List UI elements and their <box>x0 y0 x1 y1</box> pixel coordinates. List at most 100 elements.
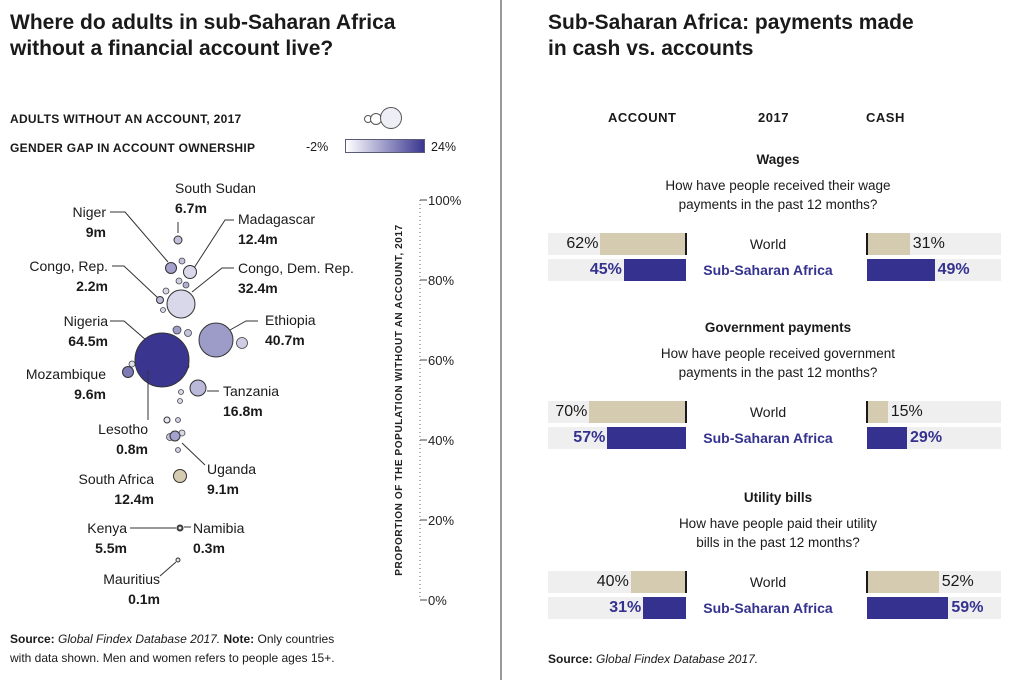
country-value-kenya: 5.5m <box>95 540 127 556</box>
country-name-namibia: Namibia <box>193 520 245 536</box>
gap-legend-gradient <box>345 139 425 153</box>
section-0-row-world-account-tick <box>685 233 687 255</box>
country-value-nigeria: 64.5m <box>68 333 108 349</box>
bubble-madagascar <box>183 265 197 279</box>
country-value-congo-dem-rep: 32.4m <box>238 280 278 296</box>
section-0-row-world-label: World <box>749 236 787 252</box>
bubble-chart-title-line2: without a financial account live? <box>10 37 334 60</box>
section-0-title: Wages <box>756 152 800 167</box>
section-1-row-world-account-bar <box>589 401 686 423</box>
country-name-mauritius: Mauritius <box>103 571 160 587</box>
section-1-row-world-cash-label: 15% <box>890 403 923 420</box>
country-value-congo-rep: 2.2m <box>76 278 108 294</box>
section-2-title: Utility bills <box>743 490 813 505</box>
payments-chart-source: Source: Global Findex Database 2017. <box>548 650 1008 669</box>
country-name-south-sudan: South Sudan <box>175 180 256 196</box>
section-2-row-world-cash-label: 52% <box>941 573 974 590</box>
country-value-madagascar: 12.4m <box>238 231 278 247</box>
bubble-minor <box>236 337 248 349</box>
section-1-row-ssa-cash-label: 29% <box>910 429 943 446</box>
country-value-tanzania: 16.8m <box>223 403 263 419</box>
section-0-question: How have people received their wage payme… <box>598 176 958 214</box>
section-0-row-world-cash-bar <box>867 233 910 255</box>
bubble-uganda <box>169 430 181 442</box>
country-name-tanzania: Tanzania <box>223 383 279 399</box>
country-name-south-africa: South Africa <box>79 471 155 487</box>
bubble-minor <box>182 281 190 289</box>
bubble-mauritius <box>175 557 181 563</box>
section-1-question-line2: payments in the past 12 months? <box>678 365 878 380</box>
country-value-lesotho: 0.8m <box>116 441 148 457</box>
country-value-namibia: 0.3m <box>193 540 225 556</box>
y-tick-label: 0% <box>428 593 447 608</box>
source-text: Global Findex Database 2017. <box>58 632 221 646</box>
section-2-row-ssa-cash-label: 59% <box>951 599 984 616</box>
section-1-row-world-account-tick <box>685 401 687 423</box>
country-name-lesotho: Lesotho <box>98 421 148 437</box>
country-value-ethiopia: 40.7m <box>265 332 305 348</box>
bubble-chart-panel: Where do adults in sub-Saharan Africa wi… <box>0 0 500 680</box>
section-2-row-world-label: World <box>749 574 787 590</box>
country-name-ethiopia: Ethiopia <box>265 312 316 328</box>
leader-nigeria <box>110 320 147 341</box>
section-0-row-world-account-bar <box>600 233 686 255</box>
leader-ethiopia <box>229 320 258 331</box>
section-2-row-world-cash-bar <box>867 571 939 593</box>
source-label: Source: <box>10 632 55 646</box>
bubble-chart-source: Source: Global Findex Database 2017. Not… <box>10 630 480 668</box>
country-name-nigeria: Nigeria <box>64 313 109 329</box>
section-1-row-world-cash-tick <box>866 401 868 423</box>
bubble-minor <box>162 287 170 295</box>
bubble-congo-rep <box>156 296 164 304</box>
bubble-minor <box>175 277 183 285</box>
gap-legend-max: 24% <box>431 140 457 154</box>
bubble-minor <box>160 307 166 313</box>
section-2-row-ssa-account-label: 31% <box>609 599 642 616</box>
column-header-account: ACCOUNT <box>608 110 677 125</box>
country-name-congo-dem-rep: Congo, Dem. Rep. <box>238 260 354 276</box>
country-name-madagascar: Madagascar <box>238 211 315 227</box>
section-1-row-world-label: World <box>749 404 787 420</box>
column-header-year: 2017 <box>758 110 789 125</box>
section-0-row-world-account-label: 62% <box>566 235 599 252</box>
section-0-row-ssa-account-bar <box>623 259 686 281</box>
gap-legend-min: -2% <box>306 140 329 154</box>
country-name-congo-rep: Congo, Rep. <box>29 258 108 274</box>
bubble-chart-title: Where do adults in sub-Saharan Africa wi… <box>10 10 490 62</box>
section-0-row-ssa-account-label: 45% <box>589 261 622 278</box>
country-value-mauritius: 0.1m <box>128 591 160 607</box>
bubble-chart-title-line1: Where do adults in sub-Saharan Africa <box>10 11 396 34</box>
section-0-row-world-cash-label: 31% <box>912 235 945 252</box>
section-0-row-ssa-label: Sub-Saharan Africa <box>703 262 833 278</box>
note-text-line2: with data shown. Men and women refers to… <box>10 651 335 665</box>
section-1-question-line1: How have people received government <box>660 346 896 361</box>
country-value-niger: 9m <box>86 224 106 240</box>
bubble-minor <box>128 360 136 368</box>
column-header-cash: CASH <box>866 110 905 125</box>
section-0-question-line2: payments in the past 12 months? <box>678 197 878 212</box>
bubble-minor <box>184 329 192 337</box>
section-1-row-ssa-account-bar <box>607 427 686 449</box>
payments-chart-title-line2: in cash vs. accounts <box>548 37 754 60</box>
section-2-row-ssa-cash-bar <box>867 597 949 619</box>
bubble-namibia <box>177 525 183 531</box>
y-tick-label: 40% <box>428 433 454 448</box>
country-value-mozambique: 9.6m <box>74 386 106 402</box>
section-1-question: How have people received government payme… <box>598 344 958 382</box>
payments-chart-panel: Sub-Saharan Africa: payments made in cas… <box>503 0 1024 680</box>
country-name-niger: Niger <box>73 204 107 220</box>
note-text: Only countries <box>254 632 335 646</box>
leader-mauritius <box>159 561 177 577</box>
country-value-uganda: 9.1m <box>207 481 239 497</box>
bubble-minor <box>178 257 186 265</box>
section-2-row-world-account-bar <box>630 571 686 593</box>
leader-niger <box>110 211 169 263</box>
bubble-ethiopia <box>198 322 234 358</box>
bubble-tanzania <box>189 379 207 397</box>
bubble-minor <box>175 417 181 423</box>
section-2-question-line1: How have people paid their utility <box>678 516 878 531</box>
y-tick-label: 20% <box>428 513 454 528</box>
bubble-niger <box>165 262 177 274</box>
section-1-row-ssa-label: Sub-Saharan Africa <box>703 430 833 446</box>
size-legend-large-circle <box>380 107 402 129</box>
